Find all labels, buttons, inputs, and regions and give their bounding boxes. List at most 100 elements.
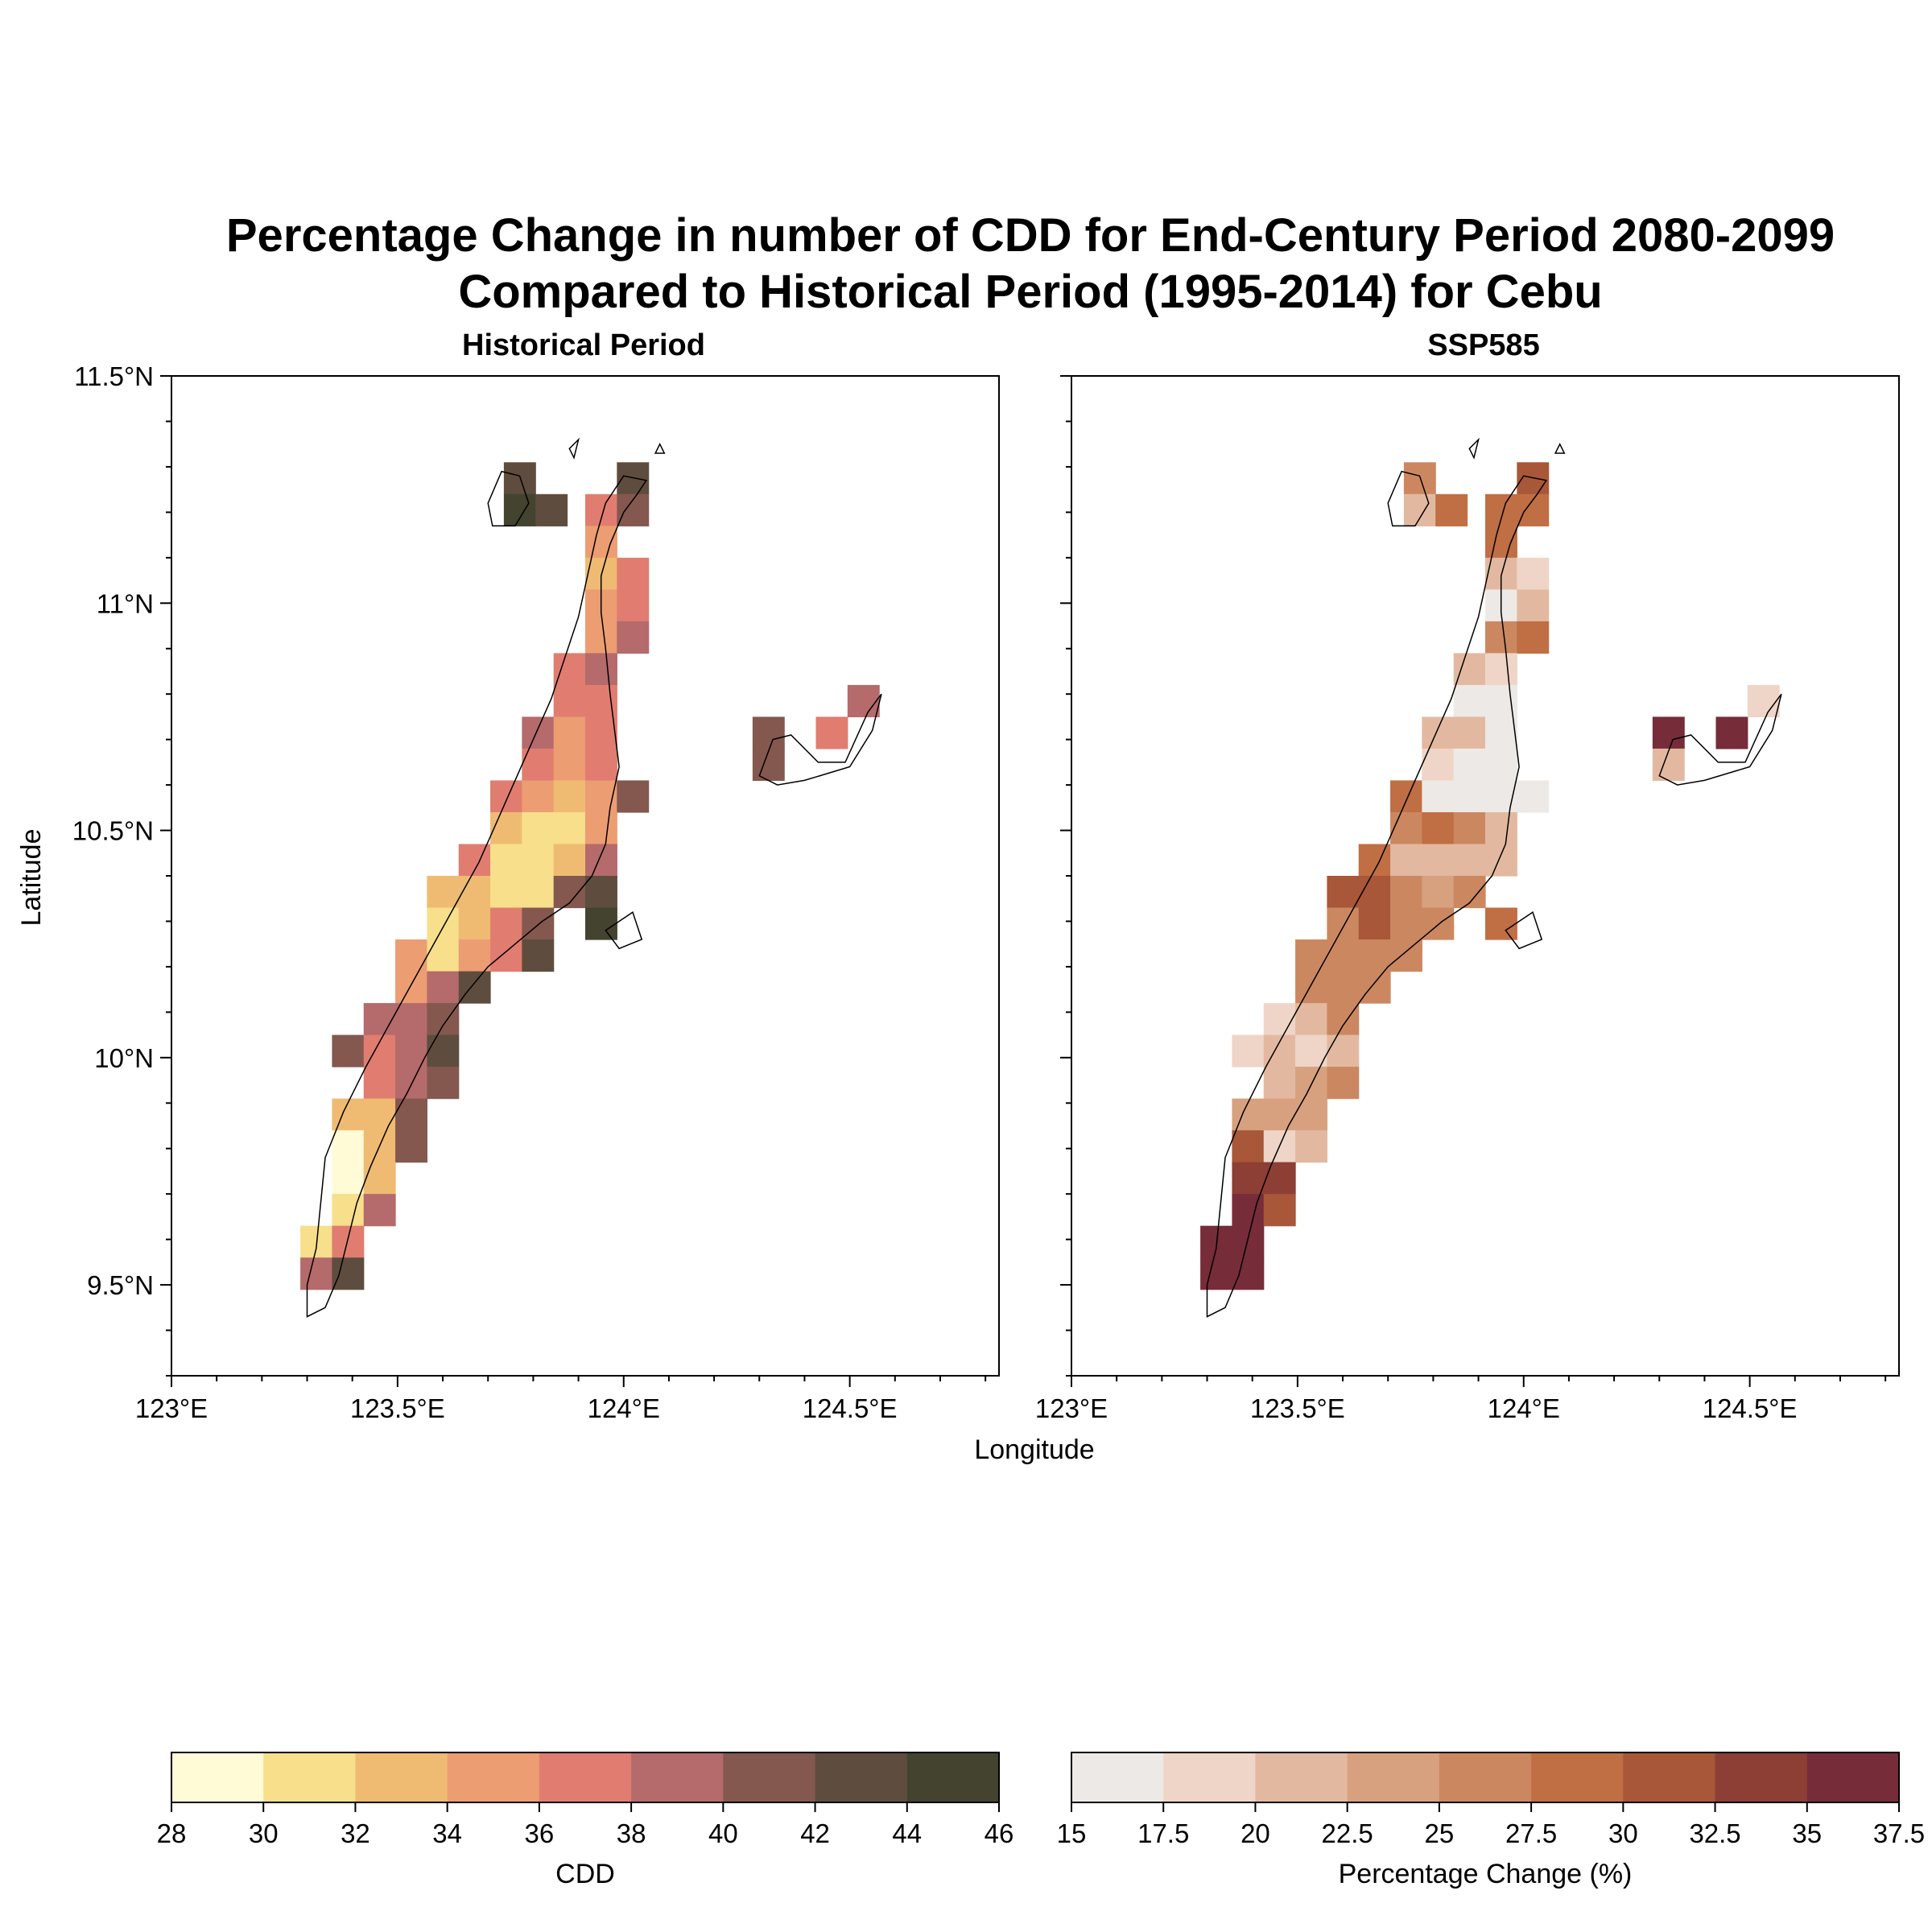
heatmap-cell <box>1390 780 1422 813</box>
heatmap-cell <box>1422 876 1455 909</box>
heatmap-cell <box>585 493 617 526</box>
heatmap-cell <box>1263 1067 1296 1100</box>
heatmap-cell <box>1390 907 1422 940</box>
heatmap-cell <box>395 939 427 972</box>
heatmap-cell <box>1232 1034 1265 1067</box>
colorbar-tick-label: 17.5 <box>1137 1818 1189 1848</box>
heatmap-cell <box>332 1034 365 1067</box>
heatmap-cell <box>847 684 880 718</box>
coastline <box>1468 437 1480 460</box>
heatmap-cell <box>1747 684 1780 718</box>
heatmap-cell <box>553 748 586 782</box>
colorbar-label: CDD <box>555 1859 615 1889</box>
heatmap-cell <box>1517 780 1550 813</box>
heatmap-cell <box>458 844 491 877</box>
colorbar-tick-label: 32 <box>341 1818 370 1848</box>
colorbar-segment <box>355 1752 448 1802</box>
y-tick-label: 10.5°N <box>72 816 154 846</box>
colorbar-tick-label: 46 <box>985 1818 1014 1848</box>
heatmap-cell <box>1485 844 1517 877</box>
colorbar-tick-label: 15 <box>1057 1818 1087 1848</box>
heatmap-cell <box>585 621 617 654</box>
heatmap-cell <box>585 716 617 749</box>
heatmap-cell <box>1327 1003 1360 1036</box>
heatmap-cell <box>522 780 555 813</box>
map-panel-ssp585 <box>1060 375 1900 1387</box>
coastline <box>306 475 648 1318</box>
heatmap-cell <box>522 844 555 877</box>
colorbar-segment <box>171 1752 264 1802</box>
heatmap-cell <box>1200 1257 1233 1290</box>
heatmap-cell <box>553 653 586 686</box>
heatmap-cell <box>300 1257 333 1290</box>
heatmap-cell <box>1485 493 1517 526</box>
heatmap-cell <box>585 811 617 845</box>
colorbar-segment <box>1623 1752 1716 1802</box>
heatmap-cell <box>1263 1003 1296 1036</box>
colorbar-segment <box>263 1752 356 1802</box>
heatmap-cell <box>522 716 555 749</box>
heatmap-cell <box>332 1257 365 1290</box>
heatmap-cell <box>1422 907 1455 940</box>
y-tick-label: 9.5°N <box>87 1270 154 1300</box>
heatmap-cell <box>395 1003 427 1036</box>
colorbar-segment <box>1715 1752 1808 1802</box>
coastline <box>605 911 643 950</box>
colorbar-tick-label: 20 <box>1241 1818 1270 1848</box>
coastline <box>1505 911 1543 950</box>
x-tick-label: 124°E <box>1488 1393 1560 1423</box>
heatmap-cell <box>1422 844 1455 877</box>
heatmap-cell <box>1327 971 1360 1004</box>
heatmap-cell <box>1485 621 1517 654</box>
heatmap-cell <box>1327 907 1360 940</box>
heatmap-cell <box>553 684 586 718</box>
coastline <box>568 437 580 460</box>
heatmap-cell <box>1295 1003 1327 1036</box>
heatmap-cell <box>503 493 536 526</box>
heatmap-cell <box>363 1162 396 1195</box>
colorbar-cdd <box>171 1752 1000 1812</box>
heatmap-cell <box>1358 844 1391 877</box>
coastline <box>487 470 530 527</box>
x-axis-label: Longitude <box>974 1435 1094 1465</box>
heatmap-cell <box>1652 716 1685 749</box>
heatmap-cell <box>617 621 650 654</box>
heatmap-cell <box>1390 939 1422 972</box>
colorbar-tick-label: 30 <box>1608 1818 1638 1848</box>
heatmap-cell <box>1485 653 1517 686</box>
heatmap-cell <box>395 971 427 1004</box>
x-tick-label: 124.5°E <box>803 1393 898 1423</box>
heatmap-cell <box>553 811 586 845</box>
heatmap-cell <box>332 1130 365 1163</box>
colorbar-segment <box>1071 1752 1164 1802</box>
figure-title-line2: Compared to Historical Period (1995-2014… <box>458 266 1603 318</box>
heatmap-cell <box>427 971 460 1004</box>
colorbar-tick-label: 38 <box>617 1818 646 1848</box>
heatmap-cell <box>363 1098 396 1131</box>
heatmap-cell <box>1652 748 1685 782</box>
heatmap-cell <box>458 939 491 972</box>
heatmap-cell <box>332 1162 365 1195</box>
colorbar-label: Percentage Change (%) <box>1339 1859 1633 1889</box>
heatmap-cell <box>395 1130 427 1163</box>
heatmap-cell <box>1422 780 1455 813</box>
colorbar-segment <box>1531 1752 1624 1802</box>
heatmap-cell <box>1232 1194 1265 1227</box>
colorbar-tick-label: 37.5 <box>1873 1818 1925 1848</box>
heatmap-cell <box>1390 876 1422 909</box>
heatmap-cell <box>458 971 491 1004</box>
colorbar-segment <box>723 1752 816 1802</box>
heatmap-cell <box>1295 1098 1327 1131</box>
colorbar-tick-label: 40 <box>708 1818 738 1848</box>
coastline <box>758 693 882 786</box>
heatmap-cell <box>363 1194 396 1227</box>
heatmap-cell <box>585 653 617 686</box>
heatmap-cell <box>1453 684 1486 718</box>
heatmap-cell <box>1715 716 1748 749</box>
heatmap-cell <box>1232 1225 1265 1258</box>
heatmap-cell <box>490 780 522 813</box>
heatmap-cell <box>1232 1130 1265 1163</box>
heatmap-cell <box>490 876 522 909</box>
y-tick-label: 11°N <box>97 588 154 618</box>
